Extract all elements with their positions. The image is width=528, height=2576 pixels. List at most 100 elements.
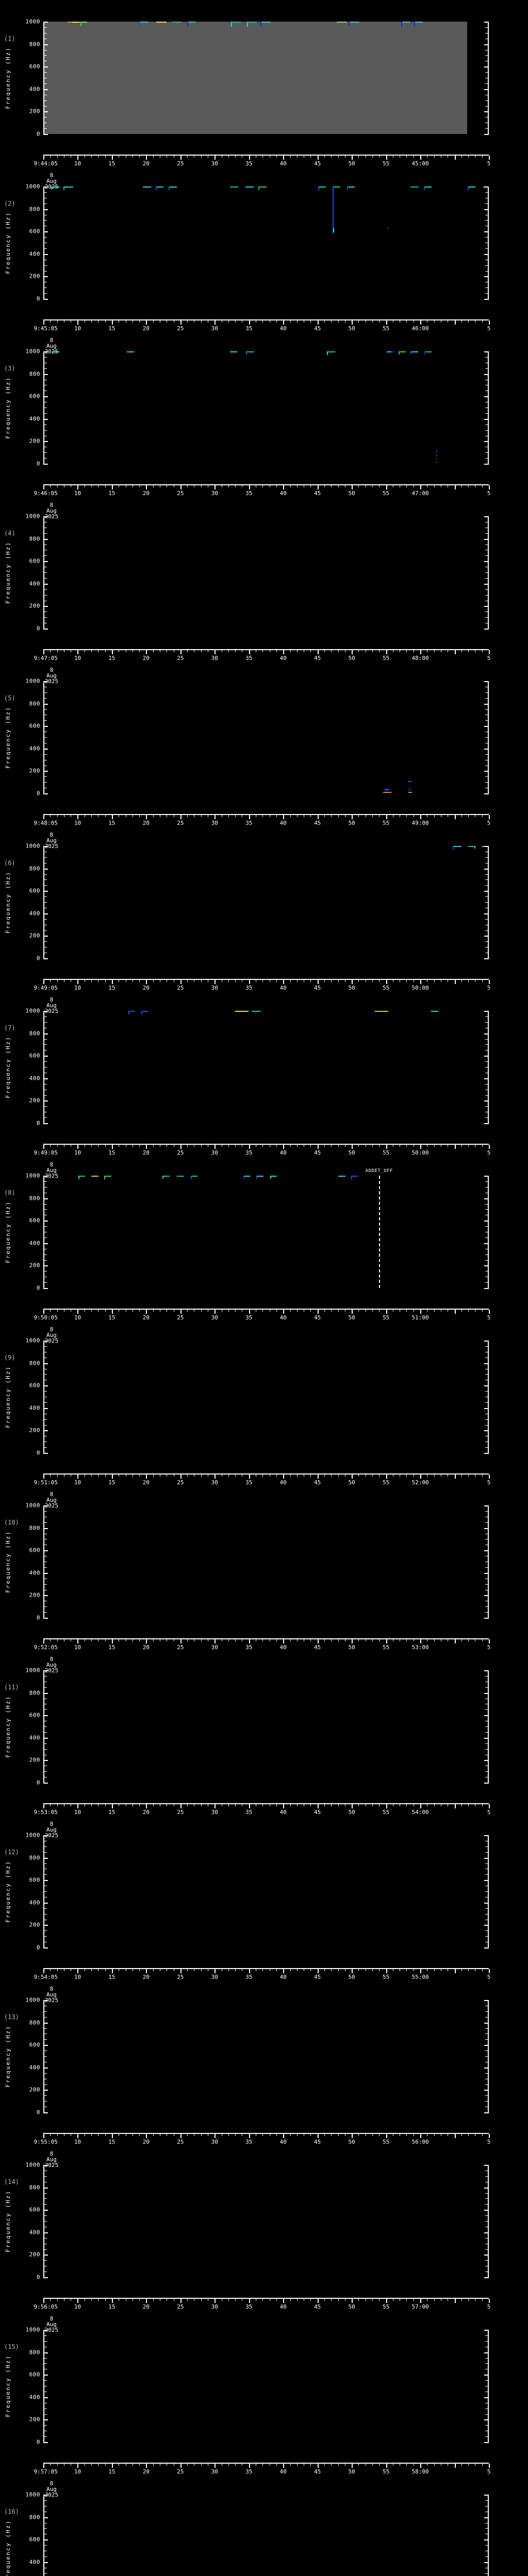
- x-tick-label-row: 9:54:05 10 15 20 25 30 35 40 45 50 55 55:00 5 8 Aug 202…: [34, 1974, 491, 2003]
- y-axis-tick: [43, 2050, 47, 2052]
- x-tick-label-row: 9:57:05 10 15 20 25 30 35 40 45 50 55 58:00 5 8 Aug 202…: [34, 2468, 490, 2498]
- x-axis-tick: [153, 2134, 154, 2136]
- x-tick-label: 15: [108, 2468, 116, 2475]
- y-axis-tick: [43, 1056, 48, 1057]
- y-axis-tick: [485, 879, 489, 880]
- panel-index-label: (7): [4, 1024, 15, 1031]
- x-axis-tick: [139, 815, 140, 817]
- x-axis-tick: [249, 1475, 250, 1479]
- y-axis-tick: [43, 1221, 48, 1222]
- x-tick-label: 35: [245, 1974, 253, 1980]
- x-axis-tick: [214, 650, 216, 654]
- x-axis-date-line: Aug: [46, 1002, 57, 1009]
- y-axis-tick: [485, 192, 489, 193]
- y-axis-tick: [43, 868, 48, 870]
- y-axis-tick: [484, 793, 489, 794]
- spectral-mark-vertical: [414, 22, 416, 27]
- x-axis-tick: [105, 320, 106, 323]
- x-axis-tick: [386, 980, 387, 984]
- y-tick-label: 200: [29, 2251, 40, 2258]
- x-tick-label: 20: [142, 1809, 150, 1816]
- x-axis-tick: [201, 2134, 202, 2136]
- y-axis-tick: [485, 692, 489, 693]
- y-axis-tick: [485, 578, 489, 579]
- x-axis-tick: [290, 815, 291, 817]
- x-axis-tick: [214, 320, 216, 325]
- x-axis-tick: [461, 980, 462, 982]
- x-axis-tick: [290, 1804, 291, 1806]
- x-tick-label: 45: [314, 1974, 321, 1980]
- y-axis-tick: [484, 1550, 489, 1552]
- y-axis-tick: [43, 561, 48, 563]
- x-tick-label-end: 5: [487, 2303, 491, 2310]
- y-axis-tick: [485, 265, 489, 266]
- x-tick-label: 45: [314, 160, 321, 167]
- x-axis: 9:49:05 10 15 20 25 30 35 40 45 50 55 50:00 5 8 Aug 202…: [34, 1144, 490, 1179]
- plot-data-region: [43, 2330, 489, 2442]
- y-axis-tick: [484, 868, 489, 870]
- x-axis-tick: [434, 1310, 435, 1312]
- x-axis-tick: [146, 320, 147, 325]
- y-tick-label: 1000: [25, 513, 40, 520]
- x-axis-tick: [386, 1804, 387, 1808]
- x-axis-tick: [454, 485, 456, 489]
- x-axis-line: [43, 319, 489, 320]
- x-tick-label: 40: [279, 1809, 287, 1816]
- x-axis-tick: [358, 1969, 359, 1971]
- x-axis-tick: [153, 485, 154, 487]
- x-axis-tick: [420, 2134, 422, 2138]
- x-axis-tick: [77, 2134, 79, 2138]
- y-axis-tick: [43, 720, 47, 721]
- x-axis-tick: [386, 156, 387, 160]
- y-tick-label: 800: [29, 1854, 40, 1861]
- x-tick-label-end: 5: [487, 1974, 491, 1980]
- x-axis-tick: [139, 2299, 140, 2301]
- y-axis-tick: [43, 2352, 48, 2353]
- y-axis-tick: [43, 754, 47, 755]
- x-axis-line: [43, 2463, 489, 2464]
- x-axis-tick: [91, 2299, 92, 2301]
- x-axis-date-line: 8: [50, 667, 54, 673]
- x-axis-tick: [235, 815, 236, 817]
- x-axis-tick: [310, 320, 311, 323]
- y-axis-tick: [43, 2193, 47, 2194]
- x-axis: 9:45:05 10 15 20 25 30 35 40 45 50 55 46:00 5 8 Aug 202…: [34, 319, 490, 354]
- y-axis-tick: [485, 1908, 489, 1909]
- x-tick-label: 20: [142, 1644, 150, 1651]
- spectral-mark-horizontal: [169, 187, 177, 188]
- x-tick-label-start: 9:52:05: [34, 1644, 58, 1651]
- x-axis-date-line: Aug: [46, 507, 57, 514]
- y-axis-tick: [485, 595, 489, 596]
- y-axis-tick: [485, 368, 489, 369]
- x-axis-tick: [146, 1804, 147, 1808]
- x-axis-tick: [310, 1310, 311, 1312]
- x-axis-tick: [338, 980, 339, 982]
- y-axis-tick: [485, 589, 489, 590]
- y-axis-tick: [43, 2363, 47, 2364]
- x-axis-tick: [331, 815, 332, 817]
- y-axis-tick: [485, 2198, 489, 2199]
- x-axis: 9:55:05 10 15 20 25 30 35 40 45 50 55 56:00 5 8 Aug 202…: [34, 2133, 490, 2168]
- y-axis-tick: [484, 2397, 489, 2398]
- x-axis-tick: [317, 1804, 319, 1808]
- x-axis-tick: [434, 1639, 435, 1641]
- y-axis-tick: [484, 1505, 489, 1506]
- x-tick-label: 15: [108, 985, 116, 991]
- x-axis-tick: [153, 320, 154, 323]
- x-tick-label-end: 5: [487, 490, 491, 497]
- y-tick-label: 400: [29, 86, 40, 93]
- y-axis-tick: [485, 1187, 489, 1188]
- x-tick-label: 20: [142, 655, 150, 662]
- x-axis-tick: [105, 2134, 106, 2136]
- spectral-mark-vertical: [348, 22, 350, 26]
- y-axis-tick: [43, 2249, 47, 2250]
- x-axis-tick: [434, 320, 435, 323]
- x-axis-tick: [105, 1639, 106, 1641]
- y-axis-tick: [484, 913, 489, 914]
- y-axis-title-text: Frequency (Hz): [4, 1200, 11, 1263]
- y-axis-tick: [43, 1874, 47, 1875]
- y-tick-label: 1000: [25, 677, 40, 685]
- x-tick-label-end: 5: [487, 1149, 491, 1156]
- x-axis-tick: [324, 980, 325, 982]
- x-axis-tick: [324, 2134, 325, 2136]
